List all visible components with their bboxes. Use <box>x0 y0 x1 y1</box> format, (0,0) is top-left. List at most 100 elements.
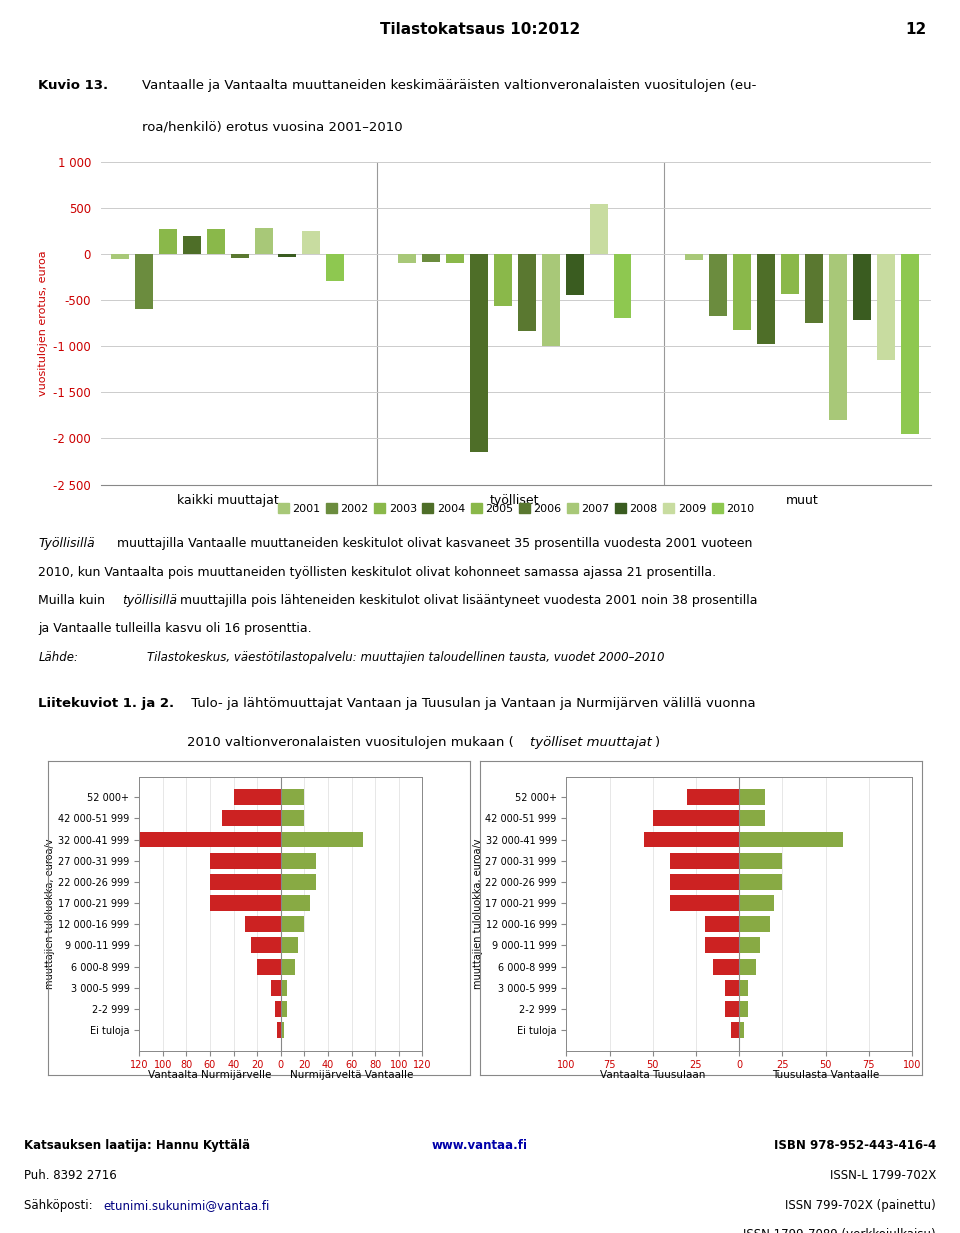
Bar <box>589 203 608 254</box>
Bar <box>277 1022 280 1038</box>
Text: muuttajilla pois lähteneiden keskitulot olivat lisääntyneet vuodesta 2001 noin 3: muuttajilla pois lähteneiden keskitulot … <box>176 594 757 607</box>
Bar <box>733 254 751 330</box>
Bar <box>280 937 299 953</box>
Bar <box>280 895 310 911</box>
Bar <box>713 958 739 974</box>
Bar <box>470 254 488 453</box>
Bar <box>210 874 280 890</box>
Text: ISBN 978-952-443-416-4: ISBN 978-952-443-416-4 <box>774 1139 936 1152</box>
Text: Kuvio 13.: Kuvio 13. <box>38 79 108 91</box>
Bar <box>280 980 287 996</box>
Text: työllisillä: työllisillä <box>122 594 178 607</box>
Y-axis label: vuositulojen erotus, euroa: vuositulojen erotus, euroa <box>37 250 48 396</box>
Text: Muilla kuin: Muilla kuin <box>38 594 109 607</box>
Text: Tuusulasta Vantaalle: Tuusulasta Vantaalle <box>772 1070 879 1080</box>
Bar <box>739 789 765 805</box>
Bar <box>182 237 201 254</box>
Bar <box>731 1022 739 1038</box>
Bar <box>111 254 129 259</box>
Bar <box>670 895 739 911</box>
Bar <box>254 228 273 254</box>
Bar <box>757 254 775 344</box>
Bar <box>398 254 416 263</box>
Bar <box>565 254 584 296</box>
Text: ja Vantaalle tulleilla kasvu oli 16 prosenttia.: ja Vantaalle tulleilla kasvu oli 16 pros… <box>38 621 312 635</box>
Bar <box>493 254 512 306</box>
Bar <box>852 254 871 321</box>
Bar <box>326 254 345 281</box>
Bar <box>210 853 280 869</box>
Bar <box>739 810 765 826</box>
Bar <box>781 254 799 293</box>
Text: Katsauksen laatija: Hannu Kyttälä: Katsauksen laatija: Hannu Kyttälä <box>24 1139 251 1152</box>
Text: Lähde:: Lähde: <box>38 651 79 663</box>
Bar <box>422 254 440 263</box>
Bar <box>705 916 739 932</box>
Bar <box>275 1001 280 1017</box>
Bar <box>726 1001 739 1017</box>
Bar <box>280 810 304 826</box>
Bar <box>739 1022 744 1038</box>
Bar <box>670 874 739 890</box>
Y-axis label: muuttajien tuloluokka, euroa/v: muuttajien tuloluokka, euroa/v <box>472 838 483 989</box>
Text: roa/henkilö) erotus vuosina 2001–2010: roa/henkilö) erotus vuosina 2001–2010 <box>142 121 403 133</box>
Bar <box>828 254 847 420</box>
Bar <box>278 254 297 256</box>
Text: ISSN 799-702X (painettu): ISSN 799-702X (painettu) <box>785 1198 936 1212</box>
Text: Vantaalta Nurmijärvelle: Vantaalta Nurmijärvelle <box>148 1070 272 1080</box>
Bar <box>302 231 321 254</box>
Bar <box>280 1022 284 1038</box>
Bar <box>280 789 304 805</box>
Bar <box>222 810 280 826</box>
Bar <box>739 958 756 974</box>
Bar <box>705 937 739 953</box>
Bar <box>805 254 823 323</box>
Text: Puh. 8392 2716: Puh. 8392 2716 <box>24 1169 117 1181</box>
Text: ): ) <box>655 736 660 748</box>
Bar <box>644 831 739 847</box>
Bar <box>280 874 316 890</box>
Bar <box>739 937 760 953</box>
Bar <box>687 789 739 805</box>
Bar <box>280 958 295 974</box>
Text: etunimi.sukunimi@vantaa.fi: etunimi.sukunimi@vantaa.fi <box>104 1198 270 1212</box>
Bar <box>739 874 782 890</box>
Bar <box>685 254 704 260</box>
Bar <box>135 254 153 309</box>
Bar <box>613 254 632 318</box>
Bar <box>739 895 774 911</box>
Bar <box>206 229 225 254</box>
Text: Vantaalle ja Vantaalta muuttaneiden keskimääräisten valtionveronalaisten vuositu: Vantaalle ja Vantaalta muuttaneiden kesk… <box>142 79 756 91</box>
Bar <box>139 831 280 847</box>
Bar <box>257 958 280 974</box>
Bar <box>653 810 739 826</box>
Text: 12: 12 <box>905 22 926 37</box>
Bar <box>739 831 843 847</box>
Bar <box>517 254 536 332</box>
Legend: 2001, 2002, 2003, 2004, 2005, 2006, 2007, 2008, 2009, 2010: 2001, 2002, 2003, 2004, 2005, 2006, 2007… <box>274 499 758 518</box>
Bar <box>900 254 919 434</box>
Text: Tilastokatsaus 10:2012: Tilastokatsaus 10:2012 <box>380 22 580 37</box>
Bar <box>280 831 364 847</box>
Bar <box>233 789 280 805</box>
Text: Sähköposti:: Sähköposti: <box>24 1198 96 1212</box>
Bar <box>726 980 739 996</box>
Bar <box>158 229 177 254</box>
Text: Tilastokeskus, väestötilastopalvelu: muuttajien taloudellinen tausta, vuodet 200: Tilastokeskus, väestötilastopalvelu: muu… <box>147 651 664 663</box>
Text: 2010 valtionveronalaisten vuositulojen mukaan (: 2010 valtionveronalaisten vuositulojen m… <box>187 736 514 748</box>
Text: työlliset muuttajat: työlliset muuttajat <box>530 736 652 748</box>
Text: ISSN-L 1799-702X: ISSN-L 1799-702X <box>829 1169 936 1181</box>
Bar <box>280 916 304 932</box>
Text: Työllisillä: Työllisillä <box>38 538 95 550</box>
Text: Vantaalta Tuusulaan: Vantaalta Tuusulaan <box>600 1070 706 1080</box>
Bar <box>739 980 748 996</box>
Bar <box>541 254 560 346</box>
Text: muuttajilla Vantaalle muuttaneiden keskitulot olivat kasvaneet 35 prosentilla vu: muuttajilla Vantaalle muuttaneiden keski… <box>113 538 753 550</box>
Bar <box>280 853 316 869</box>
Bar <box>739 1001 748 1017</box>
Y-axis label: muuttajien tuloluokka, euroa/v: muuttajien tuloluokka, euroa/v <box>45 838 56 989</box>
Text: Liitekuviot 1. ja 2.: Liitekuviot 1. ja 2. <box>38 698 175 710</box>
Bar <box>709 254 727 316</box>
Text: 2010, kun Vantaalta pois muuttaneiden työllisten keskitulot olivat kohonneet sam: 2010, kun Vantaalta pois muuttaneiden ty… <box>38 566 716 578</box>
Bar <box>446 254 464 263</box>
